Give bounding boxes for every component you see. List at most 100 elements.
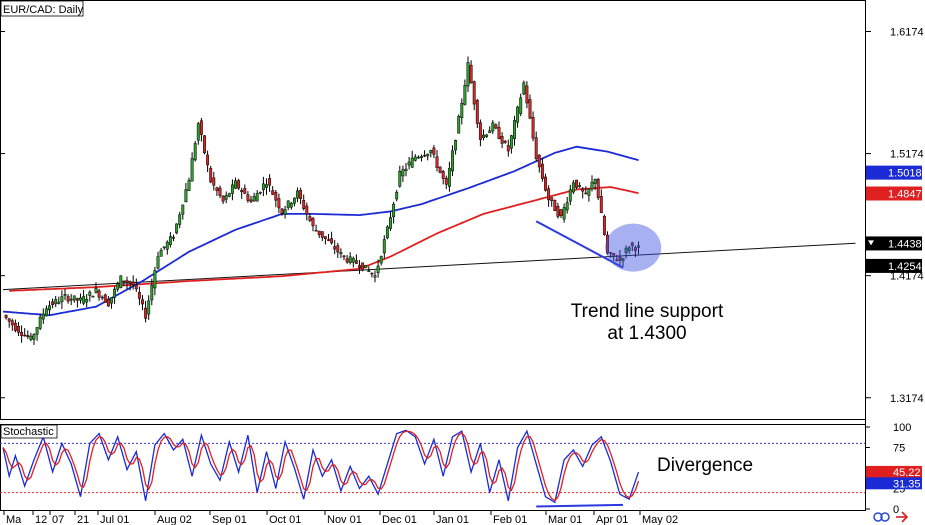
candle-body xyxy=(237,180,241,189)
stochastic-title: Stochastic xyxy=(3,426,54,438)
candle-body xyxy=(23,334,27,337)
y-tick-label: 1.6174 xyxy=(890,26,924,38)
candle-body xyxy=(323,236,327,239)
ma-red-line xyxy=(9,186,639,292)
candle-body xyxy=(466,62,470,87)
candle-body xyxy=(444,177,448,185)
candle-body xyxy=(283,209,287,215)
candle-body xyxy=(389,217,392,229)
candle-body xyxy=(32,334,36,340)
candle-body xyxy=(618,256,622,261)
candle-body xyxy=(97,290,101,298)
candle-body xyxy=(175,223,179,234)
candle-body xyxy=(562,207,566,220)
candle-body xyxy=(599,196,603,214)
candle-body xyxy=(122,280,126,283)
candle-body xyxy=(351,257,355,263)
candle-body xyxy=(289,202,293,208)
candle-body xyxy=(395,191,399,200)
candle-body xyxy=(41,313,45,320)
candle-body xyxy=(525,85,529,104)
candle-body xyxy=(271,190,275,195)
candle-body xyxy=(249,199,253,202)
stoch-tag-label: 31.35 xyxy=(893,478,921,490)
candle-body xyxy=(150,284,154,301)
candle-body xyxy=(482,134,485,139)
candle-body xyxy=(621,258,625,262)
x-tick-label: Oct 01 xyxy=(269,514,301,525)
y-tick-label: 1.4174 xyxy=(890,271,924,283)
price-tag-box xyxy=(866,258,922,273)
price-tag-box xyxy=(866,165,922,180)
candle-body xyxy=(156,256,160,269)
candle-body xyxy=(243,188,247,194)
candle-body xyxy=(513,120,516,139)
candle-body xyxy=(94,288,98,293)
price-tag-label: 1.4847 xyxy=(888,189,922,201)
arrow-icon[interactable] xyxy=(896,511,909,523)
candle-body xyxy=(165,241,169,250)
candle-body xyxy=(410,157,414,168)
x-tick-label: Apr 01 xyxy=(596,514,628,525)
candle-body xyxy=(416,156,420,159)
candle-body xyxy=(17,325,20,333)
candle-body xyxy=(38,316,42,329)
candle-body xyxy=(286,200,290,208)
candle-body xyxy=(606,234,609,254)
x-tick-label: 07 xyxy=(52,514,64,525)
candle-body xyxy=(296,190,299,199)
candle-body xyxy=(274,191,278,201)
candle-body xyxy=(506,145,510,152)
candle-body xyxy=(342,255,346,258)
x-tick-label: May 02 xyxy=(642,514,678,525)
candle-body xyxy=(364,264,368,269)
candle-body xyxy=(528,99,532,119)
candle-body xyxy=(327,239,330,241)
candle-body xyxy=(268,178,272,186)
chart-title-box xyxy=(0,0,84,17)
candle-body xyxy=(485,134,489,137)
candle-body xyxy=(609,252,613,254)
link-icon[interactable] xyxy=(873,512,890,522)
candle-body xyxy=(420,156,423,159)
candle-body xyxy=(385,226,389,239)
candle-body xyxy=(134,284,138,290)
trend-line xyxy=(2,242,856,291)
candle-body xyxy=(469,64,473,84)
candle-body xyxy=(221,195,225,202)
candle-body xyxy=(320,231,324,238)
x-axis: Ma 12 07 21 Jul 01 Aug 02 Sep 01 Oct 01 Nov 01 De… xyxy=(3,511,678,525)
price-tag-label: 1.5018 xyxy=(888,168,922,180)
candle-body xyxy=(227,193,231,197)
candle-body xyxy=(575,179,578,188)
candle-body xyxy=(578,185,582,187)
candle-body xyxy=(497,127,501,140)
candle-body xyxy=(184,189,188,203)
stoch-tick-label: 0 xyxy=(893,504,899,516)
candle-body xyxy=(460,102,464,119)
price-tags: 1.5018 1.4847 1.4438 1.4254 xyxy=(866,165,922,273)
candle-body xyxy=(302,199,306,209)
candle-body xyxy=(218,187,222,196)
x-tick-label: 12 xyxy=(35,514,47,525)
candle-body xyxy=(63,294,67,296)
candle-body xyxy=(252,196,256,202)
stoch-divergence-segment xyxy=(536,503,624,508)
candle-body xyxy=(593,179,597,184)
candle-body xyxy=(392,203,396,218)
candle-body xyxy=(423,154,427,157)
stoch-k-line xyxy=(2,429,640,504)
candle-body xyxy=(596,179,600,198)
candle-body xyxy=(308,216,312,221)
stochastic-title-box xyxy=(0,424,58,439)
candle-body xyxy=(398,171,402,187)
candle-body xyxy=(178,214,182,225)
candle-body xyxy=(137,292,141,299)
stoch-tag-box xyxy=(866,465,922,478)
candle-body xyxy=(196,123,200,141)
candle-body xyxy=(314,229,318,232)
x-tick-label: Sep 01 xyxy=(212,514,247,525)
trend-line-annotation-line1: Trend line support xyxy=(571,301,724,322)
